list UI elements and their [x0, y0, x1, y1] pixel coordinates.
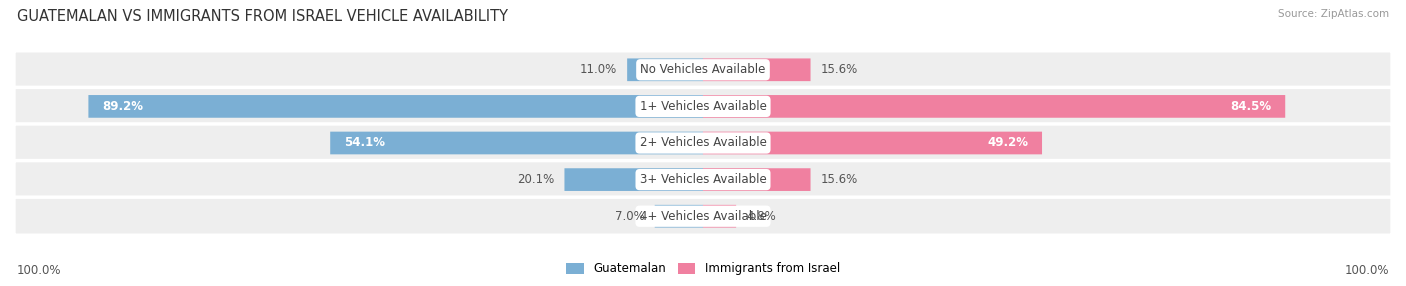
Text: 20.1%: 20.1% [517, 173, 554, 186]
FancyBboxPatch shape [14, 124, 1392, 162]
Text: 15.6%: 15.6% [821, 173, 858, 186]
Text: 49.2%: 49.2% [987, 136, 1028, 150]
Text: 100.0%: 100.0% [17, 265, 62, 277]
Text: 2+ Vehicles Available: 2+ Vehicles Available [640, 136, 766, 150]
Text: Source: ZipAtlas.com: Source: ZipAtlas.com [1278, 9, 1389, 19]
FancyBboxPatch shape [655, 205, 703, 228]
Text: GUATEMALAN VS IMMIGRANTS FROM ISRAEL VEHICLE AVAILABILITY: GUATEMALAN VS IMMIGRANTS FROM ISRAEL VEH… [17, 9, 508, 23]
Text: 4+ Vehicles Available: 4+ Vehicles Available [640, 210, 766, 223]
FancyBboxPatch shape [703, 95, 1285, 118]
Text: 4.8%: 4.8% [747, 210, 776, 223]
Text: 11.0%: 11.0% [579, 63, 617, 76]
Text: No Vehicles Available: No Vehicles Available [640, 63, 766, 76]
FancyBboxPatch shape [14, 197, 1392, 235]
FancyBboxPatch shape [564, 168, 703, 191]
FancyBboxPatch shape [703, 58, 810, 81]
FancyBboxPatch shape [14, 51, 1392, 89]
FancyBboxPatch shape [703, 168, 810, 191]
FancyBboxPatch shape [703, 205, 737, 228]
Text: 15.6%: 15.6% [821, 63, 858, 76]
Text: 84.5%: 84.5% [1230, 100, 1271, 113]
FancyBboxPatch shape [330, 132, 703, 154]
FancyBboxPatch shape [703, 132, 1042, 154]
FancyBboxPatch shape [14, 160, 1392, 199]
FancyBboxPatch shape [14, 87, 1392, 126]
Text: 100.0%: 100.0% [1344, 265, 1389, 277]
Text: 3+ Vehicles Available: 3+ Vehicles Available [640, 173, 766, 186]
FancyBboxPatch shape [627, 58, 703, 81]
FancyBboxPatch shape [89, 95, 703, 118]
Legend: Guatemalan, Immigrants from Israel: Guatemalan, Immigrants from Israel [561, 258, 845, 280]
Text: 1+ Vehicles Available: 1+ Vehicles Available [640, 100, 766, 113]
Text: 7.0%: 7.0% [614, 210, 644, 223]
Text: 54.1%: 54.1% [344, 136, 385, 150]
Text: 89.2%: 89.2% [103, 100, 143, 113]
